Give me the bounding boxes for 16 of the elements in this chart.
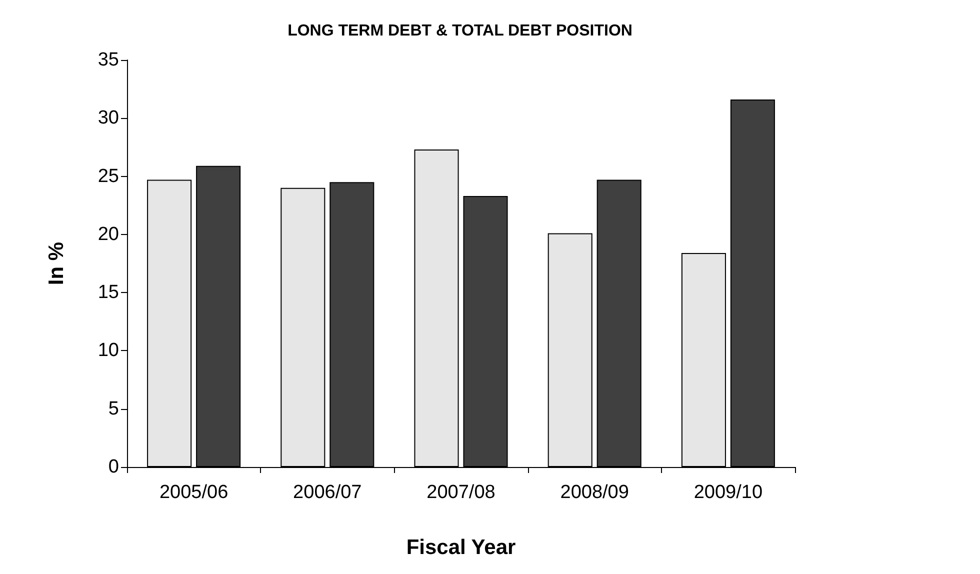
x-tick-label: 2009/10 — [694, 482, 763, 503]
y-axis-title: In % — [45, 242, 68, 286]
x-tick-label: 2006/07 — [293, 482, 362, 503]
y-tick-label: 0 — [108, 456, 119, 478]
chart-title: LONG TERM DEBT & TOTAL DEBT POSITION — [288, 22, 632, 40]
y-tick-label: 5 — [108, 398, 119, 420]
x-axis-title: Fiscal Year — [406, 536, 516, 559]
y-tick-label: 15 — [98, 282, 119, 304]
x-tick-label: 2008/09 — [560, 482, 629, 503]
y-tick-label: 25 — [98, 166, 119, 187]
y-tick-label: 35 — [98, 50, 119, 70]
y-tick-label: 30 — [98, 108, 119, 129]
y-tick-label: 10 — [98, 340, 119, 362]
x-tick-label: 2007/08 — [426, 482, 496, 503]
y-tick-label: 20 — [98, 224, 119, 245]
x-tick-label: 2005/06 — [159, 482, 228, 503]
